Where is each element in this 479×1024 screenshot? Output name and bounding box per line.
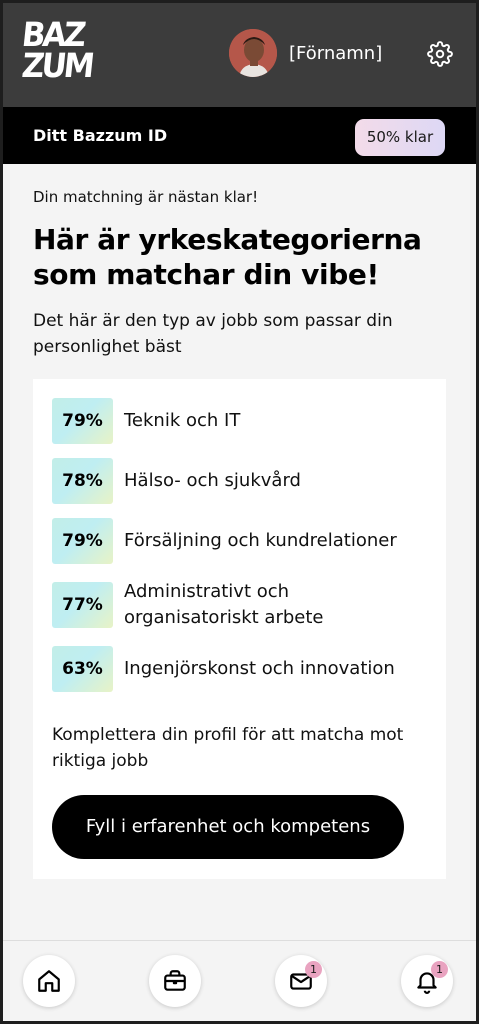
category-percent: 79% xyxy=(52,518,113,564)
nav-messages-button[interactable]: 1 xyxy=(275,955,327,1007)
category-item-halso: 78% Hälso- och sjukvård xyxy=(52,458,442,504)
gear-icon[interactable] xyxy=(427,41,453,67)
bell-icon xyxy=(417,972,437,994)
page-subtitle: Det här är den typ av jobb som passar di… xyxy=(33,311,393,357)
notifications-count-badge: 1 xyxy=(431,961,448,978)
category-percent: 77% xyxy=(52,582,113,628)
category-label: Hälso- och sjukvård xyxy=(124,470,301,491)
category-item-forsaljning: 79% Försäljning och kundrelationer xyxy=(52,518,442,564)
logo-line-2: ZUM xyxy=(20,46,94,86)
nav-jobs-button[interactable] xyxy=(149,955,201,1007)
category-label: Administrativt och organisatoriskt arbet… xyxy=(124,581,324,628)
complete-profile-text: Komplettera din profil för att matcha mo… xyxy=(52,725,404,771)
avatar[interactable] xyxy=(229,29,277,77)
bazzum-id-bar[interactable]: Ditt Bazzum ID 50% klar xyxy=(3,107,476,164)
messages-count-badge: 1 xyxy=(305,961,322,978)
category-item-ingenjorskonst: 63% Ingenjörskonst och innovation xyxy=(52,646,442,692)
nav-home-button[interactable] xyxy=(23,955,75,1007)
bazzum-id-title: Ditt Bazzum ID xyxy=(33,126,168,145)
avatar-image xyxy=(229,29,277,77)
category-item-teknik: 79% Teknik och IT xyxy=(52,398,442,444)
progress-badge[interactable]: 50% klar xyxy=(355,119,445,156)
category-percent: 63% xyxy=(52,646,113,692)
bottom-nav: 1 1 xyxy=(3,940,476,1021)
main-content: Din matchning är nästan klar! Här är yrk… xyxy=(3,164,476,940)
category-label: Försäljning och kundrelationer xyxy=(124,530,397,551)
category-percent: 78% xyxy=(52,458,113,504)
bazzum-logo[interactable]: BAZ ZUM xyxy=(20,16,94,88)
top-header: BAZ ZUM [Förnamn] xyxy=(3,3,476,107)
category-item-administrativt: 77% Administrativt och organisatoriskt a… xyxy=(52,581,442,634)
fill-experience-button[interactable]: Fyll i erfarenhet och kompetens xyxy=(52,795,404,859)
category-card: 79% Teknik och IT 78% Hälso- och sjukvår… xyxy=(33,379,446,879)
briefcase-icon xyxy=(164,970,186,991)
mail-icon xyxy=(290,973,312,990)
username-label[interactable]: [Förnamn] xyxy=(289,43,383,64)
home-icon xyxy=(38,970,60,992)
pretitle: Din matchning är nästan klar! xyxy=(33,188,259,206)
category-label: Teknik och IT xyxy=(124,410,241,431)
category-label: Ingenjörskonst och innovation xyxy=(124,658,395,679)
app-frame: BAZ ZUM [Förnamn] Ditt Bazzum ID 50% kla… xyxy=(3,3,476,1021)
nav-notifications-button[interactable]: 1 xyxy=(401,955,453,1007)
category-percent: 79% xyxy=(52,398,113,444)
page-title: Här är yrkeskategorierna som matchar din… xyxy=(33,223,422,291)
